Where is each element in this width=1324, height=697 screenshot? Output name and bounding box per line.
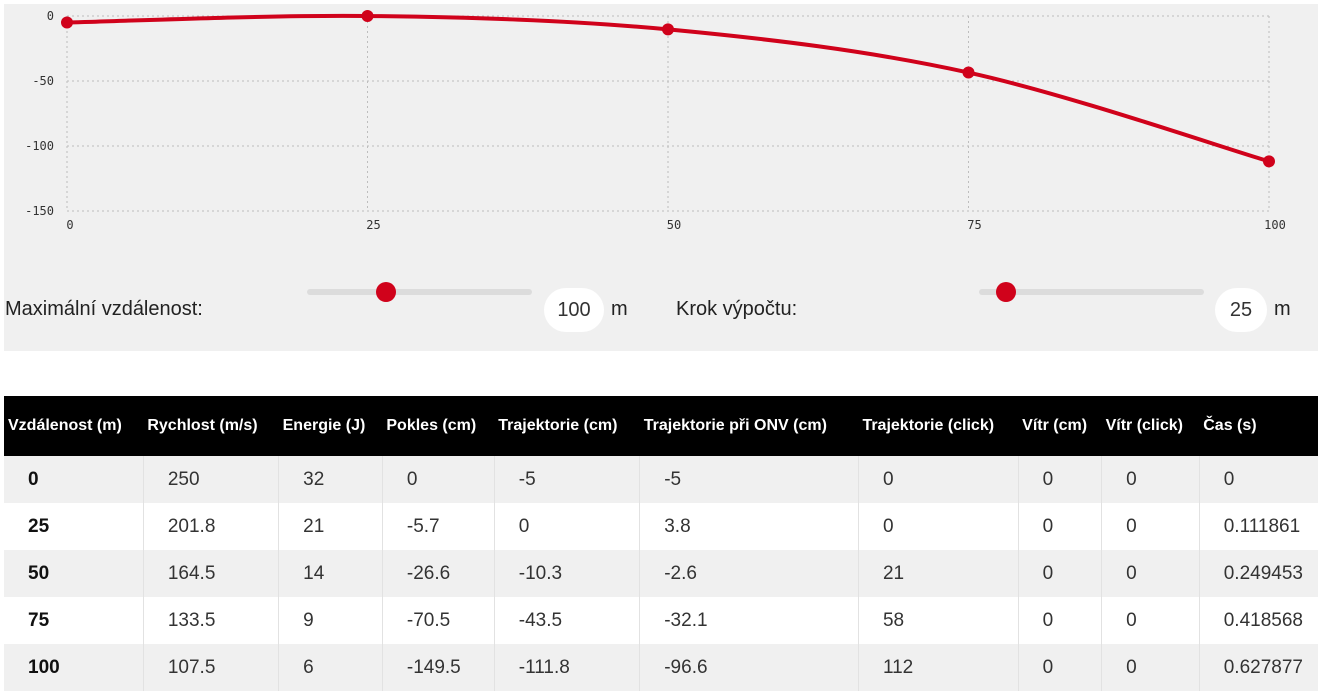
cell-velocity: 201.8 — [142, 503, 279, 550]
table-row: 100 107.5 6 -149.5 -111.8 -96.6 112 0 0 0.627877 — [4, 644, 1318, 691]
table-row: 25 201.8 21 -5.7 0 3.8 0 0 0 0.111861 — [4, 503, 1318, 550]
cell-velocity: 133.5 — [142, 597, 279, 644]
cell-wind-click: 0 — [1101, 456, 1200, 503]
col-header-trajectory-click: Trajektorie (click) — [862, 417, 995, 434]
cell-wind-click: 0 — [1101, 550, 1200, 597]
cell-distance: 50 — [28, 562, 50, 584]
chart-panel: 0 -50 -100 -150 0 25 50 75 100 Maximální vzdálen… — [4, 4, 1318, 351]
cell-time: 0.418568 — [1198, 597, 1318, 644]
col-header-wind: Vítr (cm) — [1022, 417, 1088, 434]
max-distance-slider-thumb[interactable] — [375, 282, 396, 302]
y-tick-label: -50 — [32, 74, 54, 88]
data-point — [962, 66, 975, 79]
col-header-drop: Pokles (cm) — [386, 417, 477, 434]
table-row: 75 133.5 9 -70.5 -43.5 -32.1 58 0 0 0.418568 — [4, 597, 1318, 644]
cell-velocity: 164.5 — [142, 550, 279, 597]
cell-wind: 0 — [1017, 550, 1102, 597]
cell-trajectory-click: 21 — [857, 550, 1019, 597]
cell-distance: 75 — [28, 609, 50, 631]
cell-energy: 14 — [278, 550, 383, 597]
y-tick-label: -150 — [25, 204, 54, 218]
cell-wind-click: 0 — [1101, 644, 1200, 691]
cell-trajectory: -5 — [493, 456, 640, 503]
cell-trajectory-onv: -2.6 — [639, 550, 859, 597]
step-slider-thumb[interactable] — [996, 282, 1016, 302]
max-distance-input[interactable]: 100 — [544, 288, 604, 332]
cell-distance: 0 — [28, 468, 39, 490]
cell-drop: -149.5 — [381, 644, 495, 691]
cell-trajectory-onv: -32.1 — [639, 597, 859, 644]
table-header-row: Vzdálenost (m) Rychlost (m/s) Energie (J… — [4, 396, 1318, 456]
cell-time: 0.249453 — [1198, 550, 1318, 597]
cell-wind-click: 0 — [1101, 597, 1200, 644]
col-header-velocity: Rychlost (m/s) — [147, 417, 258, 434]
data-point — [662, 23, 674, 36]
cell-trajectory-click: 112 — [857, 644, 1019, 691]
cell-trajectory-onv: -5 — [639, 456, 859, 503]
data-point — [1263, 155, 1275, 168]
cell-wind-click: 0 — [1101, 503, 1200, 550]
cell-trajectory: -10.3 — [493, 550, 640, 597]
data-point — [361, 10, 374, 22]
trajectory-chart: 0 -50 -100 -150 0 25 50 75 100 — [25, 9, 1286, 232]
col-header-distance: Vzdálenost (m) — [8, 417, 122, 434]
cell-time: 0.627877 — [1198, 644, 1318, 691]
cell-wind: 0 — [1017, 456, 1102, 503]
cell-trajectory-click: 0 — [857, 503, 1019, 550]
x-tick-label: 50 — [667, 218, 681, 232]
cell-drop: 0 — [381, 456, 495, 503]
step-slider[interactable] — [979, 282, 1204, 302]
step-label: Krok výpočtu: — [676, 298, 798, 320]
ballistics-table: Vzdálenost (m) Rychlost (m/s) Energie (J… — [4, 396, 1318, 691]
max-distance-label: Maximální vzdálenost: — [5, 298, 203, 320]
cell-energy: 21 — [278, 503, 383, 550]
cell-trajectory-click: 58 — [857, 597, 1019, 644]
y-tick-label: -100 — [25, 139, 54, 153]
cell-energy: 32 — [278, 456, 383, 503]
x-tick-label: 75 — [967, 218, 981, 232]
cell-drop: -70.5 — [381, 597, 495, 644]
cell-wind: 0 — [1017, 644, 1102, 691]
col-header-trajectory: Trajektorie (cm) — [498, 417, 618, 434]
col-header-wind-click: Vítr (click) — [1105, 417, 1183, 434]
cell-velocity: 250 — [142, 456, 279, 503]
x-tick-label: 100 — [1264, 218, 1286, 232]
data-point — [61, 16, 73, 29]
cell-distance: 100 — [28, 656, 60, 678]
cell-drop: -5.7 — [381, 503, 495, 550]
cell-velocity: 107.5 — [142, 644, 279, 691]
cell-trajectory-click: 0 — [857, 456, 1019, 503]
cell-wind: 0 — [1017, 597, 1102, 644]
cell-time: 0 — [1198, 456, 1318, 503]
y-tick-label: 0 — [47, 9, 54, 23]
cell-wind: 0 — [1017, 503, 1102, 550]
cell-energy: 6 — [278, 644, 383, 691]
max-distance-unit: m — [611, 298, 628, 320]
cell-trajectory: -111.8 — [493, 644, 640, 691]
col-header-trajectory-onv: Trajektorie při ONV (cm) — [643, 417, 827, 434]
cell-energy: 9 — [278, 597, 383, 644]
step-unit: m — [1274, 298, 1291, 320]
cell-distance: 25 — [28, 515, 50, 537]
table-row: 0 250 32 0 -5 -5 0 0 0 0 — [4, 456, 1318, 503]
col-header-energy: Energie (J) — [282, 417, 366, 434]
step-input[interactable]: 25 — [1215, 288, 1267, 332]
table-row: 50 164.5 14 -26.6 -10.3 -2.6 21 0 0 0.249453 — [4, 550, 1318, 597]
x-tick-label: 25 — [366, 218, 380, 232]
cell-drop: -26.6 — [381, 550, 495, 597]
cell-trajectory-onv: 3.8 — [639, 503, 859, 550]
cell-time: 0.111861 — [1198, 503, 1318, 550]
cell-trajectory: 0 — [493, 503, 640, 550]
cell-trajectory-onv: -96.6 — [639, 644, 859, 691]
cell-trajectory: -43.5 — [493, 597, 640, 644]
col-header-time: Čas (s) — [1203, 417, 1257, 434]
max-distance-slider[interactable] — [307, 282, 532, 302]
x-tick-label: 0 — [66, 218, 73, 232]
